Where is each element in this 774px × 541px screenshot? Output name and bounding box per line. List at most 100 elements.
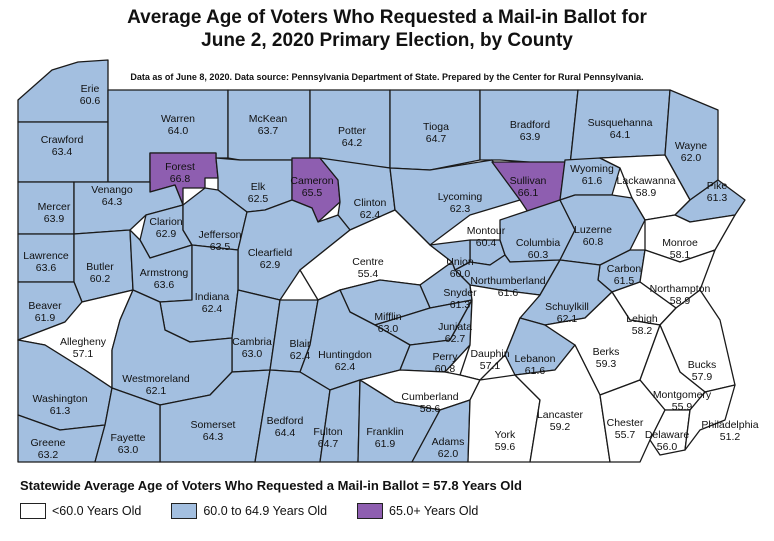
county-name-lehigh: Lehigh	[626, 313, 658, 325]
legend-item-low: <60.0 Years Old	[20, 503, 141, 519]
legend-label-mid: 60.0 to 64.9 Years Old	[203, 504, 328, 518]
county-name-montour: Montour	[467, 225, 506, 237]
county-value-lackawanna: 58.9	[636, 187, 657, 199]
map-legend: <60.0 Years Old 60.0 to 64.9 Years Old 6…	[20, 503, 508, 519]
county-value-erie: 60.6	[80, 95, 101, 107]
county-name-westmoreland: Westmoreland	[122, 373, 190, 385]
county-name-beaver: Beaver	[28, 300, 62, 312]
county-value-philadelphia: 51.2	[720, 431, 741, 443]
county-value-lehigh: 58.2	[632, 325, 653, 337]
county-value-potter: 64.2	[342, 137, 363, 149]
county-name-lycoming: Lycoming	[438, 191, 483, 203]
county-name-centre: Centre	[352, 256, 384, 268]
county-value-huntingdon: 62.4	[335, 361, 356, 373]
county-value-lycoming: 62.3	[450, 203, 471, 215]
county-value-york: 59.6	[495, 441, 516, 453]
county-name-monroe: Monroe	[662, 237, 698, 249]
county-name-berks: Berks	[593, 346, 620, 358]
county-name-pike: Pike	[707, 180, 728, 192]
legend-label-high: 65.0+ Years Old	[389, 504, 479, 518]
county-value-cumberland: 58.6	[420, 403, 441, 415]
county-name-snyder: Snyder	[443, 287, 477, 299]
county-name-philadelphia: Philadelphia	[701, 419, 758, 431]
county-value-clinton: 62.4	[360, 209, 381, 221]
legend-item-high: 65.0+ Years Old	[357, 503, 478, 519]
county-name-somerset: Somerset	[191, 419, 236, 431]
legend-swatch-mid	[171, 503, 198, 519]
county-name-northumberland: Northumberland	[470, 275, 545, 287]
county-value-union: 60.0	[450, 268, 471, 280]
county-value-dauphin: 57.1	[480, 360, 501, 372]
county-name-venango: Venango	[91, 184, 133, 196]
county-name-york: York	[495, 429, 516, 441]
county-value-wayne: 62.0	[681, 152, 702, 164]
legend-label-low: <60.0 Years Old	[52, 504, 142, 518]
county-name-carbon: Carbon	[607, 263, 642, 275]
county-value-greene: 63.2	[38, 449, 59, 461]
county-name-schuylkill: Schuylkill	[545, 301, 589, 313]
county-name-crawford: Crawford	[41, 134, 84, 146]
county-name-washington: Washington	[32, 393, 87, 405]
county-value-butler: 60.2	[90, 273, 111, 285]
county-value-susquehanna: 64.1	[610, 129, 631, 141]
county-value-centre: 55.4	[358, 268, 379, 280]
county-name-blair: Blair	[289, 338, 311, 350]
county-name-delaware: Delaware	[645, 429, 690, 441]
county-value-fulton: 64.7	[318, 438, 339, 450]
title-line-2: June 2, 2020 Primary Election, by County	[201, 30, 573, 51]
county-name-fulton: Fulton	[313, 426, 342, 438]
county-value-franklin: 61.9	[375, 438, 396, 450]
county-name-indiana: Indiana	[195, 291, 230, 303]
county-name-greene: Greene	[30, 437, 65, 449]
county-name-erie: Erie	[81, 83, 100, 95]
county-value-columbia: 60.3	[528, 249, 549, 261]
statewide-average-note: Statewide Average Age of Voters Who Requ…	[20, 478, 522, 493]
county-name-elk: Elk	[251, 181, 266, 193]
county-value-mckean: 63.7	[258, 125, 279, 137]
county-name-allegheny: Allegheny	[60, 336, 107, 348]
county-value-venango: 64.3	[102, 196, 123, 208]
county-value-indiana: 62.4	[202, 303, 223, 315]
county-franklin	[357, 379, 441, 463]
county-value-mifflin: 63.0	[378, 323, 399, 335]
county-name-jefferson: Jefferson	[199, 229, 242, 241]
legend-swatch-high	[357, 503, 384, 519]
county-value-elk: 62.5	[248, 193, 269, 205]
county-name-lancaster: Lancaster	[537, 409, 584, 421]
county-value-armstrong: 63.6	[154, 279, 175, 291]
county-value-somerset: 64.3	[203, 431, 224, 443]
county-name-mckean: McKean	[249, 113, 288, 125]
county-value-lebanon: 61.6	[525, 365, 546, 377]
county-name-mifflin: Mifflin	[374, 311, 401, 323]
county-value-sullivan: 66.1	[518, 187, 539, 199]
county-value-bradford: 63.9	[520, 131, 541, 143]
county-name-wayne: Wayne	[675, 140, 707, 152]
county-name-clarion: Clarion	[149, 216, 182, 228]
county-name-adams: Adams	[432, 436, 465, 448]
county-value-schuylkill: 62.1	[557, 313, 578, 325]
county-name-wyoming: Wyoming	[570, 163, 614, 175]
county-value-fayette: 63.0	[118, 444, 139, 456]
county-name-lebanon: Lebanon	[515, 353, 556, 365]
county-value-bucks: 57.9	[692, 371, 713, 383]
county-dauphin	[459, 284, 541, 381]
county-value-perry: 60.8	[435, 363, 456, 375]
county-name-armstrong: Armstrong	[140, 267, 189, 279]
county-name-montgomery: Montgomery	[653, 389, 712, 401]
county-name-bradford: Bradford	[510, 119, 550, 131]
county-value-lawrence: 63.6	[36, 262, 57, 274]
county-fayette	[94, 387, 161, 463]
county-name-dauphin: Dauphin	[470, 348, 509, 360]
county-name-bucks: Bucks	[688, 359, 717, 371]
county-name-luzerne: Luzerne	[574, 224, 612, 236]
county-bedford	[254, 369, 331, 463]
county-name-columbia: Columbia	[516, 237, 561, 249]
county-value-luzerne: 60.8	[583, 236, 604, 248]
county-value-montgomery: 55.9	[672, 401, 693, 413]
county-value-forest: 66.8	[170, 173, 191, 185]
county-name-forest: Forest	[165, 161, 195, 173]
county-value-monroe: 58.1	[670, 249, 691, 261]
county-value-clarion: 62.9	[156, 228, 177, 240]
county-name-chester: Chester	[607, 417, 644, 429]
